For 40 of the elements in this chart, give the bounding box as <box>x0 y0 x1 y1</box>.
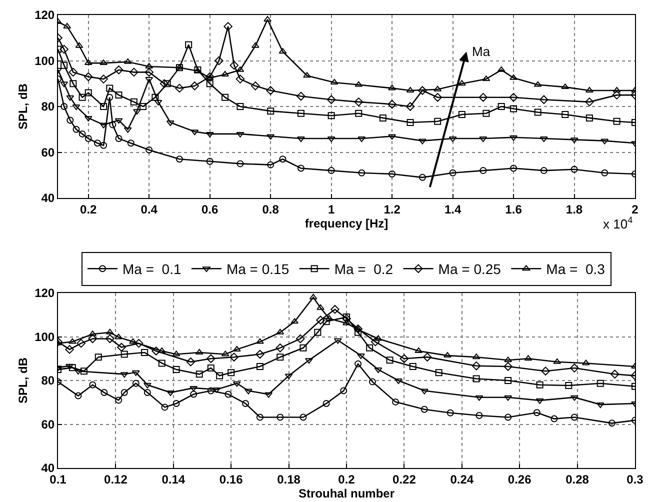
x-tick-label: 0.26 <box>508 472 532 486</box>
legend-label: Ma = 0.2 <box>334 261 394 278</box>
legend-label: Ma = 0.15 <box>226 261 290 278</box>
y-tick-label: 120 <box>34 286 55 300</box>
x-tick-label: 0.3 <box>626 472 644 486</box>
y-tick-label: 100 <box>34 330 55 344</box>
x-tick-label: 0.16 <box>219 472 244 486</box>
legend-label: Ma = 0.25 <box>438 261 502 278</box>
y-axis-title: SPL, dB <box>16 83 30 130</box>
x-tick-label: 1.8 <box>566 202 583 216</box>
y-tick-label: 60 <box>41 145 55 160</box>
y-tick-label: 40 <box>41 191 55 206</box>
y-tick-label: 80 <box>41 100 55 114</box>
x-tick-label: 0.28 <box>566 472 590 486</box>
legend-label: Ma = 0.3 <box>546 261 606 278</box>
x-tick-label: 0.18 <box>277 472 301 486</box>
x-tick-label: 0.22 <box>392 472 416 486</box>
x-tick-label: 0.4 <box>140 202 158 216</box>
x-tick-label: 2 <box>632 202 639 216</box>
y-tick-label: 60 <box>41 417 55 432</box>
y-axis-title: SPL, dB <box>16 357 30 404</box>
x-tick-label: 0.8 <box>262 202 280 216</box>
x-tick-label: 0.14 <box>162 472 186 486</box>
annotation: Ma <box>472 44 491 59</box>
y-tick-label: 120 <box>34 8 55 22</box>
x-axis-title: Strouhal number <box>298 486 395 500</box>
x-tick-label: 0.2 <box>80 202 98 216</box>
x-tick-label: 1 <box>328 202 335 216</box>
x-tick-label: 1.4 <box>444 202 462 216</box>
text: x 10$^{4}$ <box>603 215 633 232</box>
x-tick-label: 0.12 <box>104 472 128 486</box>
x-axis-title: frequency [Hz] <box>304 216 388 230</box>
x-tick-label: 1.2 <box>384 202 401 216</box>
y-tick-label: 80 <box>41 374 55 388</box>
x-tick-label: 0.6 <box>201 202 219 216</box>
x-tick-label: 0.2 <box>338 472 356 486</box>
y-tick-label: 100 <box>34 54 55 68</box>
x-tick-label: 0.24 <box>450 472 474 486</box>
x-tick-label: 1.6 <box>505 202 522 216</box>
legend-label: Ma = 0.1 <box>122 261 182 278</box>
